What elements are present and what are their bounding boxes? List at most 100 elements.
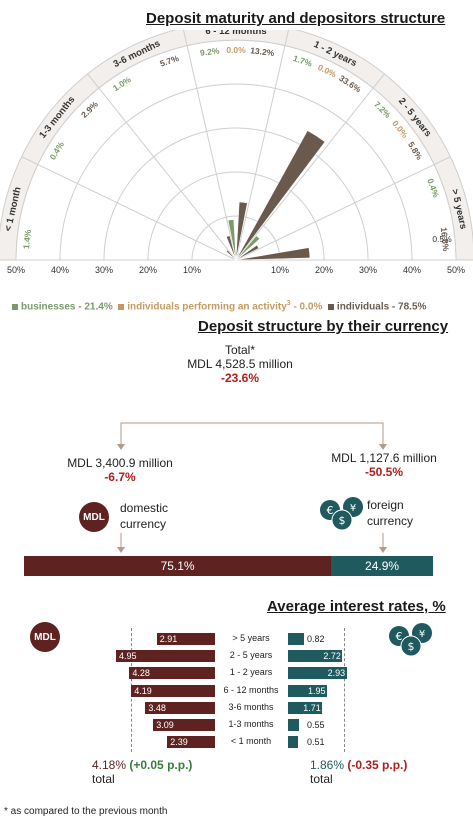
radar-wedge-2-5 <box>235 244 260 261</box>
grid-arc <box>147 171 325 261</box>
rate-bar-foreign <box>288 684 327 697</box>
scale-tick-right: 30% <box>359 265 377 275</box>
scale-tick-right: 40% <box>403 265 421 275</box>
radar-wedge-2-3 <box>235 201 248 261</box>
scale-tick-right: 50% <box>447 265 465 275</box>
rate-bar-foreign <box>288 667 347 680</box>
legend-individuals-activity-value: - 0.0% <box>290 301 323 313</box>
rate-category-label: < 1 month <box>230 736 272 747</box>
svg-text:€: € <box>396 630 403 643</box>
spoke-line <box>235 30 290 261</box>
rate-bar-mdl: 4.28 <box>129 667 215 680</box>
category-label: 6 - 12 months <box>205 30 266 37</box>
arrow-right-top <box>379 444 387 450</box>
arrow-right-bottom <box>379 547 387 553</box>
scale-tick-left: 40% <box>51 265 69 275</box>
rate-value-foreign: 0.55 <box>307 720 325 730</box>
foreign-change: -50.5% <box>364 465 404 479</box>
domestic-share-label: 75.1% <box>160 559 195 573</box>
rate-bar-mdl: 3.48 <box>145 701 215 714</box>
domestic-total-label: total <box>92 772 115 786</box>
arrow-left-bottom <box>117 547 125 553</box>
category-band <box>0 30 473 261</box>
radar-wedge-2-4 <box>235 130 326 261</box>
rate-value-foreign: 1.71 <box>303 702 321 713</box>
legend-businesses: businesses - 21.4% <box>21 301 113 313</box>
scale-tick-left: 50% <box>7 265 25 275</box>
foreign-value: MDL 1,127.6 million <box>331 451 437 465</box>
rate-value-foreign: 2.93 <box>327 668 346 679</box>
rate-category-label: 6 - 12 months <box>223 684 279 695</box>
domestic-label-1: domestic <box>120 501 169 515</box>
legend-individuals-activity-swatch <box>118 303 125 310</box>
connector-top <box>120 422 384 447</box>
radar-value-label: 0.0% <box>316 62 338 80</box>
mdl-icon: MDL <box>79 502 109 532</box>
rate-value-foreign: 2.72 <box>323 651 341 662</box>
total-value: MDL 4,528.5 million <box>187 357 293 371</box>
foreign-share-label: 24.9% <box>365 559 400 573</box>
rate-bar-foreign <box>288 719 299 731</box>
foreign-value-block: MDL 1,127.6 million -50.5% <box>314 451 454 479</box>
radar-value-label: 0.0% <box>226 45 246 55</box>
rates-title: Average interest rates, % <box>267 598 446 615</box>
rate-bar-foreign <box>288 650 343 663</box>
currency-title: Deposit structure by their currency <box>198 318 449 335</box>
domestic-label: domestic currency <box>120 500 168 532</box>
foreign-total-value: 1.86% <box>310 758 345 772</box>
legend-individuals-swatch <box>327 303 334 310</box>
scale-tick-left: 20% <box>139 265 157 275</box>
svg-text:¥: ¥ <box>419 629 425 640</box>
rate-bar-foreign <box>288 736 299 749</box>
radar-wedge-0-3 <box>227 219 237 261</box>
radar-wedge-2-1 <box>226 249 237 261</box>
radar-value-label: 1.7% <box>292 53 314 69</box>
rate-category-label: 1 - 2 years <box>229 667 273 678</box>
foreign-label: foreign currency <box>367 497 413 529</box>
foreign-share-bar: 24.9% <box>331 556 433 576</box>
rate-value-foreign: 0.51 <box>307 737 325 748</box>
rates-axis-right <box>344 628 345 752</box>
radar-wedge-0-5 <box>235 235 260 261</box>
legend-individuals: individuals - 78.5% <box>336 301 427 313</box>
rates-foreign-icon: € ¥ $ <box>389 623 432 656</box>
spoke-line <box>21 156 237 261</box>
radar-value-label: 0.4% <box>425 177 441 199</box>
rate-bar-foreign <box>288 633 305 645</box>
grid-arc <box>59 83 413 261</box>
total-label: Total* <box>224 343 256 357</box>
radar-legend: businesses - 21.4% individuals performin… <box>12 300 426 312</box>
svg-text:¥: ¥ <box>350 503 356 514</box>
rate-category-label: 2 - 5 years <box>229 650 273 661</box>
arrow-left-top <box>117 444 125 450</box>
currency-connectors <box>117 422 387 553</box>
domestic-total-change: (+0.05 p.p.) <box>129 758 193 772</box>
legend-individuals-activity: individuals performing an activity <box>127 301 287 313</box>
rate-category-label: > 5 years <box>232 633 270 643</box>
grid-arc <box>103 127 369 261</box>
svg-text:$: $ <box>339 514 346 527</box>
radar-value-label: 16.8% <box>439 227 451 252</box>
legend-businesses-swatch <box>12 303 18 310</box>
rate-category-label: 3-6 months <box>228 701 274 712</box>
category-label: 1-3 months <box>37 94 77 140</box>
foreign-label-2: currency <box>367 514 414 528</box>
grid-arc <box>15 39 457 261</box>
spoke-line <box>182 30 237 261</box>
radar-wedge-2-2 <box>226 235 237 261</box>
radar-value-label: 5.7% <box>159 53 181 69</box>
rate-bar-mdl: 4.95 <box>116 650 215 663</box>
radar-title: Deposit maturity and depositors structur… <box>146 10 446 27</box>
foreign-currency-icon: € ¥ $ <box>320 497 363 530</box>
rate-value-foreign: 1.95 <box>308 685 326 696</box>
scale-tick-right: 20% <box>315 265 333 275</box>
rates-mdl-icon: MDL <box>30 622 60 652</box>
domestic-change: -6.7% <box>104 470 136 484</box>
total-block: Total* MDL 4,528.5 million -23.6% <box>160 343 320 385</box>
svg-text:$: $ <box>408 640 415 653</box>
domestic-value-block: MDL 3,400.9 million -6.7% <box>50 456 190 484</box>
radar-wedge-2-6 <box>235 247 311 261</box>
rate-bar-mdl: 3.09 <box>153 719 215 731</box>
total-change: -23.6% <box>220 371 260 385</box>
